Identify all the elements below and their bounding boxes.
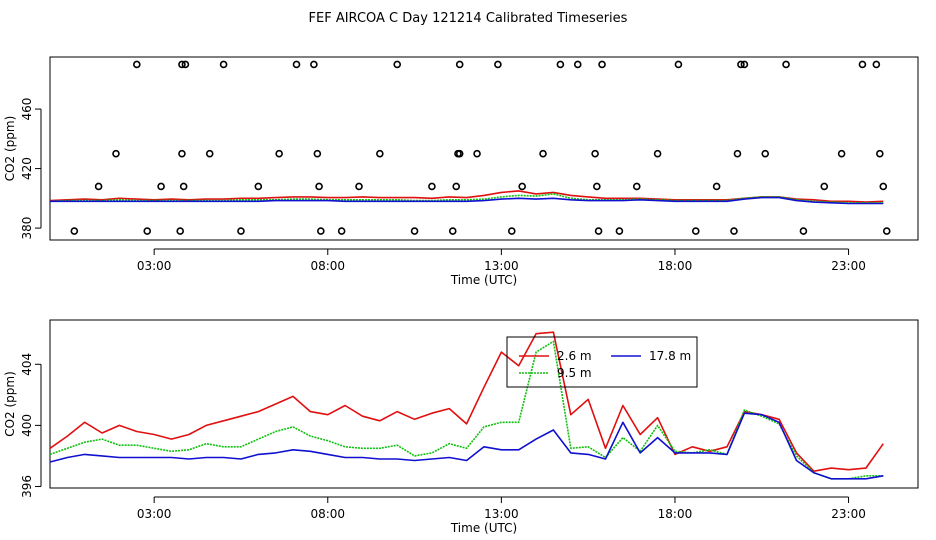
x-tick-label: 23:00 xyxy=(831,259,866,273)
sample-point xyxy=(275,149,283,158)
sample-point xyxy=(219,60,228,69)
x-tick-label: 13:00 xyxy=(484,507,519,521)
sample-point xyxy=(317,227,325,235)
plot-frame xyxy=(49,319,919,489)
sample-point xyxy=(730,227,738,235)
top-panel: 03:00 08:00 13:00 18:00 23:00 Time (UTC) 380 42… xyxy=(3,56,919,287)
series-17-8m-line xyxy=(50,196,884,205)
sample-point xyxy=(594,227,603,235)
sample-point xyxy=(355,182,363,191)
sample-point xyxy=(691,227,700,235)
sample-point xyxy=(733,149,742,158)
sample-point xyxy=(428,182,436,191)
y-tick-label: 396 xyxy=(20,475,34,498)
sample-point xyxy=(178,149,186,158)
x-tick-label: 08:00 xyxy=(310,259,345,273)
sample-point xyxy=(237,227,245,235)
x-tick-label: 03:00 xyxy=(137,259,172,273)
sample-point xyxy=(591,149,599,158)
sample-point xyxy=(632,182,641,191)
x-axis-label: Time (UTC) xyxy=(450,521,517,535)
figure-title: FEF AIRCOA C Day 121214 Calibrated Times… xyxy=(309,11,628,26)
bottom-panel: 03:00 08:00 13:00 18:00 23:00 Time (UTC) 396 40… xyxy=(3,319,919,535)
legend-label-series-17-8m: 17.8 m xyxy=(649,349,691,363)
legend-label-series-9-5m: 9.5 m xyxy=(557,366,592,380)
sample-point xyxy=(782,60,790,69)
sample-point xyxy=(740,60,749,69)
sample-point xyxy=(176,227,184,235)
sample-point xyxy=(143,227,152,235)
sample-point xyxy=(858,60,867,69)
sample-point xyxy=(518,182,526,191)
sample-point xyxy=(310,60,318,69)
sample-point xyxy=(94,182,103,191)
y-axis-label: CO2 (ppm) xyxy=(3,116,17,182)
sample-point xyxy=(876,149,884,158)
sample-point xyxy=(820,182,829,191)
y-axis-label: CO2 (ppm) xyxy=(3,371,17,437)
y-tick-label: 404 xyxy=(20,353,34,376)
x-tick-label: 08:00 xyxy=(310,507,345,521)
sample-point xyxy=(448,227,457,235)
sample-point xyxy=(837,149,846,158)
sample-point xyxy=(473,149,481,158)
sample-point xyxy=(455,149,464,158)
sample-point xyxy=(712,182,721,191)
sample-point xyxy=(737,60,745,69)
legend-box xyxy=(506,336,698,388)
sample-point xyxy=(254,182,263,191)
sample-point xyxy=(872,60,881,69)
x-tick-label: 03:00 xyxy=(137,507,172,521)
sample-point xyxy=(452,182,461,191)
x-tick-label: 18:00 xyxy=(658,507,693,521)
sample-point xyxy=(593,182,601,191)
x-axis-label: Time (UTC) xyxy=(450,273,517,287)
sample-point xyxy=(879,182,888,191)
plot-frame xyxy=(49,56,919,241)
sample-point xyxy=(376,149,384,158)
sample-point xyxy=(112,149,120,158)
sample-point xyxy=(178,60,186,69)
x-tick-label: 23:00 xyxy=(831,507,866,521)
sample-point xyxy=(455,60,464,69)
legend-label-series-2-6m: 2.6 m xyxy=(557,349,592,363)
x-tick-label: 13:00 xyxy=(484,259,519,273)
x-tick-label: 18:00 xyxy=(658,259,693,273)
sample-point xyxy=(410,227,419,235)
sample-point xyxy=(573,60,582,69)
sample-point xyxy=(653,149,662,158)
sample-point xyxy=(761,149,770,158)
sample-point xyxy=(181,60,190,69)
sample-point xyxy=(179,182,188,191)
y-tick-label: 460 xyxy=(20,98,34,121)
sample-point xyxy=(556,60,565,69)
sample-point xyxy=(70,227,79,235)
sample-point xyxy=(494,60,502,69)
y-tick-label: 400 xyxy=(20,414,34,437)
sample-point xyxy=(393,60,402,69)
sample-point xyxy=(799,227,808,235)
y-tick-label: 380 xyxy=(20,217,34,240)
sample-point xyxy=(157,182,165,191)
sample-point xyxy=(507,227,516,235)
sample-point xyxy=(674,60,683,69)
sample-point xyxy=(615,227,624,235)
sample-point xyxy=(292,60,301,69)
series-9-5m-line xyxy=(49,340,884,480)
sample-point xyxy=(205,149,214,158)
sample-point xyxy=(315,182,323,191)
y-tick-label: 420 xyxy=(20,157,34,180)
sample-point xyxy=(882,227,891,235)
sample-point xyxy=(313,149,322,158)
sample-point xyxy=(598,60,606,69)
sample-point xyxy=(539,149,547,158)
sample-point xyxy=(133,60,141,69)
series-2-6m-line xyxy=(49,331,884,473)
series-17-8m-line xyxy=(49,412,884,480)
sample-point xyxy=(337,227,346,235)
